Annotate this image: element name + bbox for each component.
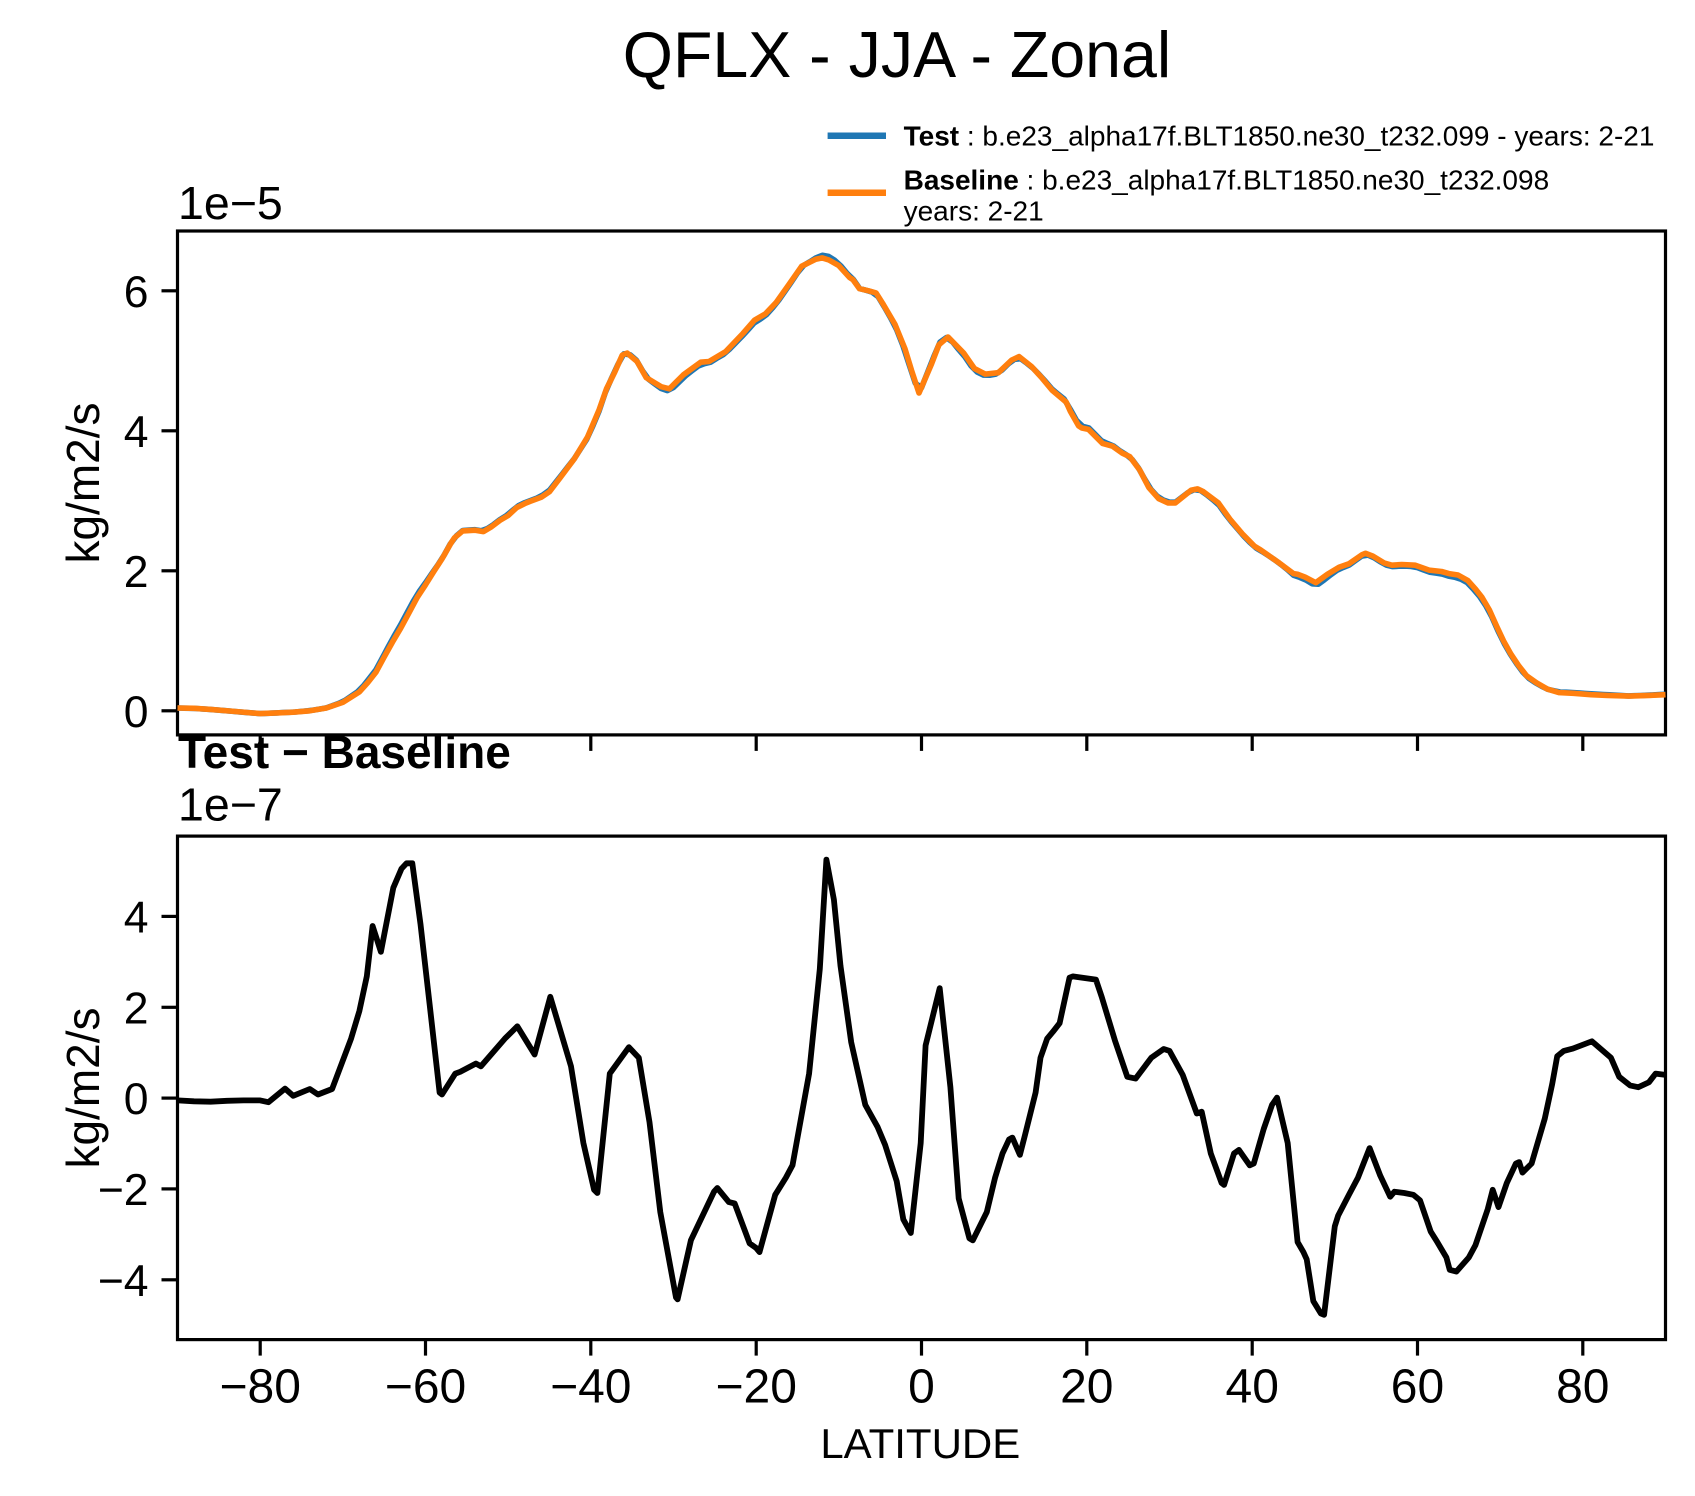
svg-text:LATITUDE: LATITUDE — [820, 1420, 1020, 1467]
svg-text:kg/m2/s: kg/m2/s — [57, 402, 109, 563]
svg-text:−20: −20 — [715, 1361, 796, 1414]
svg-text:40: 40 — [1226, 1361, 1279, 1414]
svg-text:kg/m2/s: kg/m2/s — [57, 1007, 109, 1168]
svg-text:0: 0 — [124, 1075, 149, 1124]
svg-text:0: 0 — [124, 688, 149, 737]
svg-text:−40: −40 — [550, 1361, 631, 1414]
svg-text:0: 0 — [908, 1361, 935, 1414]
svg-text:4: 4 — [124, 408, 149, 457]
svg-text:2: 2 — [124, 548, 149, 597]
svg-text:QFLX - JJA - Zonal: QFLX - JJA - Zonal — [623, 19, 1171, 91]
svg-text:−4: −4 — [98, 1257, 149, 1306]
svg-text:4: 4 — [124, 893, 149, 942]
svg-text:Test − Baseline: Test − Baseline — [178, 726, 511, 778]
svg-text:1e−5: 1e−5 — [178, 177, 283, 229]
svg-text:Test : b.e23_alpha17f.BLT1850.: Test : b.e23_alpha17f.BLT1850.ne30_t232.… — [904, 121, 1655, 152]
svg-text:−60: −60 — [385, 1361, 466, 1414]
svg-text:years: 2-21: years: 2-21 — [904, 196, 1044, 227]
svg-text:1e−7: 1e−7 — [178, 779, 283, 831]
svg-text:6: 6 — [124, 268, 149, 317]
svg-text:−80: −80 — [219, 1361, 300, 1414]
svg-text:20: 20 — [1060, 1361, 1113, 1414]
svg-text:Baseline : b.e23_alpha17f.BLT1: Baseline : b.e23_alpha17f.BLT1850.ne30_t… — [904, 165, 1550, 196]
svg-text:80: 80 — [1556, 1361, 1609, 1414]
svg-text:2: 2 — [124, 984, 149, 1033]
svg-text:60: 60 — [1391, 1361, 1444, 1414]
svg-text:−2: −2 — [98, 1166, 149, 1215]
